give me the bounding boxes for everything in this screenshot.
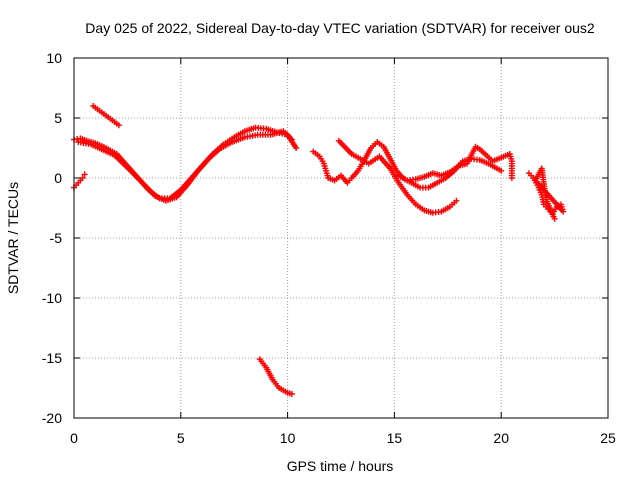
y-tick-label: -5 (50, 230, 63, 246)
y-tick-label: 0 (54, 170, 62, 186)
x-tick-label: 5 (177, 430, 185, 446)
series-late-arc (525, 165, 567, 222)
x-tick-label: 15 (387, 430, 403, 446)
x-tick-label: 25 (600, 430, 616, 446)
x-tick-label: 20 (493, 430, 509, 446)
chart-title: Day 025 of 2022, Sidereal Day-to-day VTE… (85, 20, 595, 36)
axis-ticks (73, 57, 609, 419)
series-arc-start-low (71, 171, 88, 191)
data-point (115, 122, 122, 129)
x-tick-label: 0 (70, 430, 78, 446)
data-point (288, 136, 295, 143)
x-axis-title: GPS time / hours (287, 458, 394, 474)
series-low-arc (256, 356, 295, 397)
y-tick-label: -15 (42, 350, 62, 366)
series-mid-cluster-b (335, 137, 460, 216)
y-tick-label: 10 (46, 50, 62, 66)
data-series (71, 103, 567, 397)
data-point (293, 145, 300, 151)
series-arc-upper-early (90, 103, 122, 129)
data-point (288, 391, 295, 397)
data-point (498, 167, 505, 174)
data-point (508, 175, 515, 181)
series-main-arc-b (75, 128, 295, 204)
grid-lines (74, 58, 608, 418)
y-axis-title: SDTVAR / TECUs (5, 182, 21, 294)
y-tick-label: -20 (42, 410, 62, 426)
data-point (81, 171, 88, 178)
y-tick-label: 5 (54, 110, 62, 126)
data-point (79, 175, 86, 181)
data-point (453, 197, 460, 204)
y-tick-label: -10 (42, 290, 62, 306)
axis-tick-labels: 0 5 10 15 20 25 10 5 0 -5 -10 -15 -20 (42, 50, 616, 446)
x-tick-label: 10 (280, 430, 296, 446)
series-mid-cluster-c (395, 143, 515, 184)
data-point (551, 215, 558, 222)
